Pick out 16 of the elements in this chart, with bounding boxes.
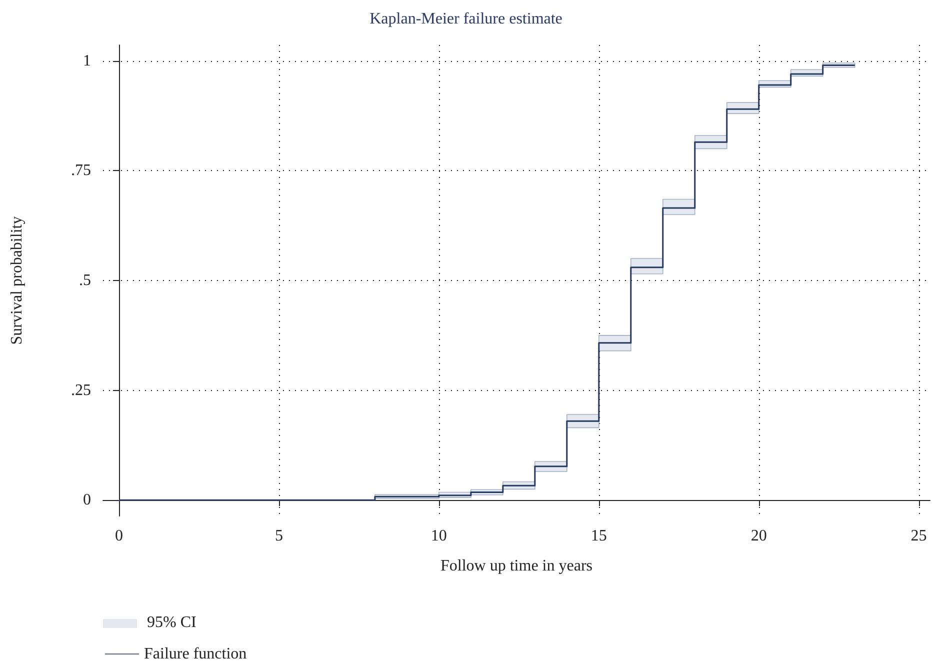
legend-label: Failure function	[144, 646, 247, 661]
x-tick-label: 10	[430, 528, 447, 544]
y-axis-title: Survival probability	[8, 216, 26, 345]
x-tick-label: 25	[910, 528, 927, 544]
y-tick-label: .5	[79, 272, 91, 289]
x-axis-title: Follow up time in years	[440, 558, 592, 574]
text: 95% CI	[147, 614, 196, 632]
x-tick-label: 5	[274, 528, 283, 544]
y-tick-label: .25	[71, 382, 91, 399]
x-tick-label: 20	[750, 528, 767, 544]
y-tick-label: 1	[83, 52, 91, 70]
x-tick-label: 15	[590, 528, 607, 544]
x-tick-label: 0	[114, 528, 123, 544]
y-tick-label: 0	[83, 492, 91, 509]
y-tick-label: .75	[71, 162, 91, 180]
chart-title: Kaplan-Meier failure estimate	[370, 10, 562, 28]
